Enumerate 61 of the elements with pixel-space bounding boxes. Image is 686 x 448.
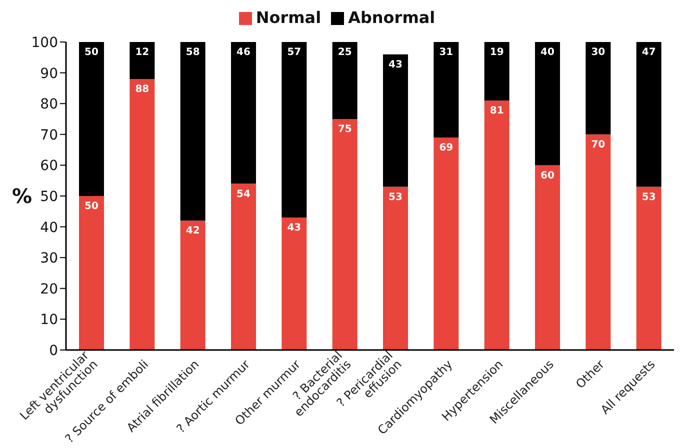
bar bbox=[130, 78, 155, 350]
bar bbox=[180, 220, 206, 350]
bar bbox=[535, 165, 560, 350]
data-label: 69 bbox=[439, 142, 454, 154]
data-label: 50 bbox=[84, 47, 98, 58]
data-label: 43 bbox=[388, 59, 402, 70]
bar bbox=[180, 42, 206, 221]
legend-label: Abnormal bbox=[348, 8, 436, 27]
data-label: 70 bbox=[591, 140, 606, 150]
y-tick-label: 10 bbox=[40, 312, 58, 328]
bar bbox=[282, 218, 307, 350]
bar bbox=[231, 42, 256, 184]
bar bbox=[586, 42, 611, 134]
legend-label: Normal bbox=[256, 8, 322, 27]
y-tick-label: 60 bbox=[40, 158, 58, 174]
data-label: 42 bbox=[186, 226, 200, 237]
bar bbox=[130, 42, 155, 79]
data-label: 81 bbox=[490, 106, 504, 117]
data-label: 60 bbox=[540, 170, 554, 182]
y-tick-label: 20 bbox=[40, 281, 58, 298]
data-label: 54 bbox=[236, 188, 250, 200]
bar bbox=[231, 184, 256, 350]
y-tick-label: 40 bbox=[40, 220, 58, 236]
data-label: 57 bbox=[287, 47, 302, 58]
bar bbox=[434, 137, 459, 350]
data-label: 47 bbox=[642, 47, 656, 58]
bar bbox=[586, 134, 611, 350]
y-tick-label: 70 bbox=[40, 127, 58, 144]
bar bbox=[332, 42, 358, 119]
bar bbox=[79, 42, 104, 196]
data-label: 88 bbox=[135, 84, 150, 96]
data-label: 75 bbox=[338, 124, 352, 136]
bar bbox=[636, 186, 662, 350]
bar bbox=[535, 42, 560, 166]
bar bbox=[636, 42, 662, 187]
bar bbox=[484, 100, 510, 350]
data-label: 50 bbox=[84, 201, 98, 212]
bar bbox=[332, 119, 358, 350]
data-label: 40 bbox=[540, 47, 554, 58]
y-tick-label: 50 bbox=[40, 188, 58, 205]
data-label: 30 bbox=[591, 47, 606, 58]
y-tick-label: 90 bbox=[40, 66, 58, 82]
data-label: 19 bbox=[490, 47, 504, 58]
data-label: 12 bbox=[135, 47, 150, 58]
data-label: 46 bbox=[236, 47, 250, 58]
data-label: 25 bbox=[338, 47, 352, 58]
y-axis-title: % bbox=[12, 184, 32, 208]
bar bbox=[484, 42, 510, 101]
bar bbox=[79, 196, 104, 350]
data-label: 43 bbox=[287, 222, 302, 234]
data-label: 58 bbox=[186, 47, 200, 58]
bar bbox=[383, 186, 408, 350]
y-tick-label: 100 bbox=[31, 34, 58, 51]
bar bbox=[434, 42, 459, 138]
data-label: 53 bbox=[642, 192, 656, 203]
data-label: 31 bbox=[439, 47, 454, 58]
y-tick-label: 80 bbox=[40, 96, 58, 113]
data-label: 53 bbox=[388, 192, 402, 203]
bar bbox=[282, 42, 307, 218]
y-tick-label: 30 bbox=[40, 250, 58, 267]
bar bbox=[383, 54, 408, 187]
